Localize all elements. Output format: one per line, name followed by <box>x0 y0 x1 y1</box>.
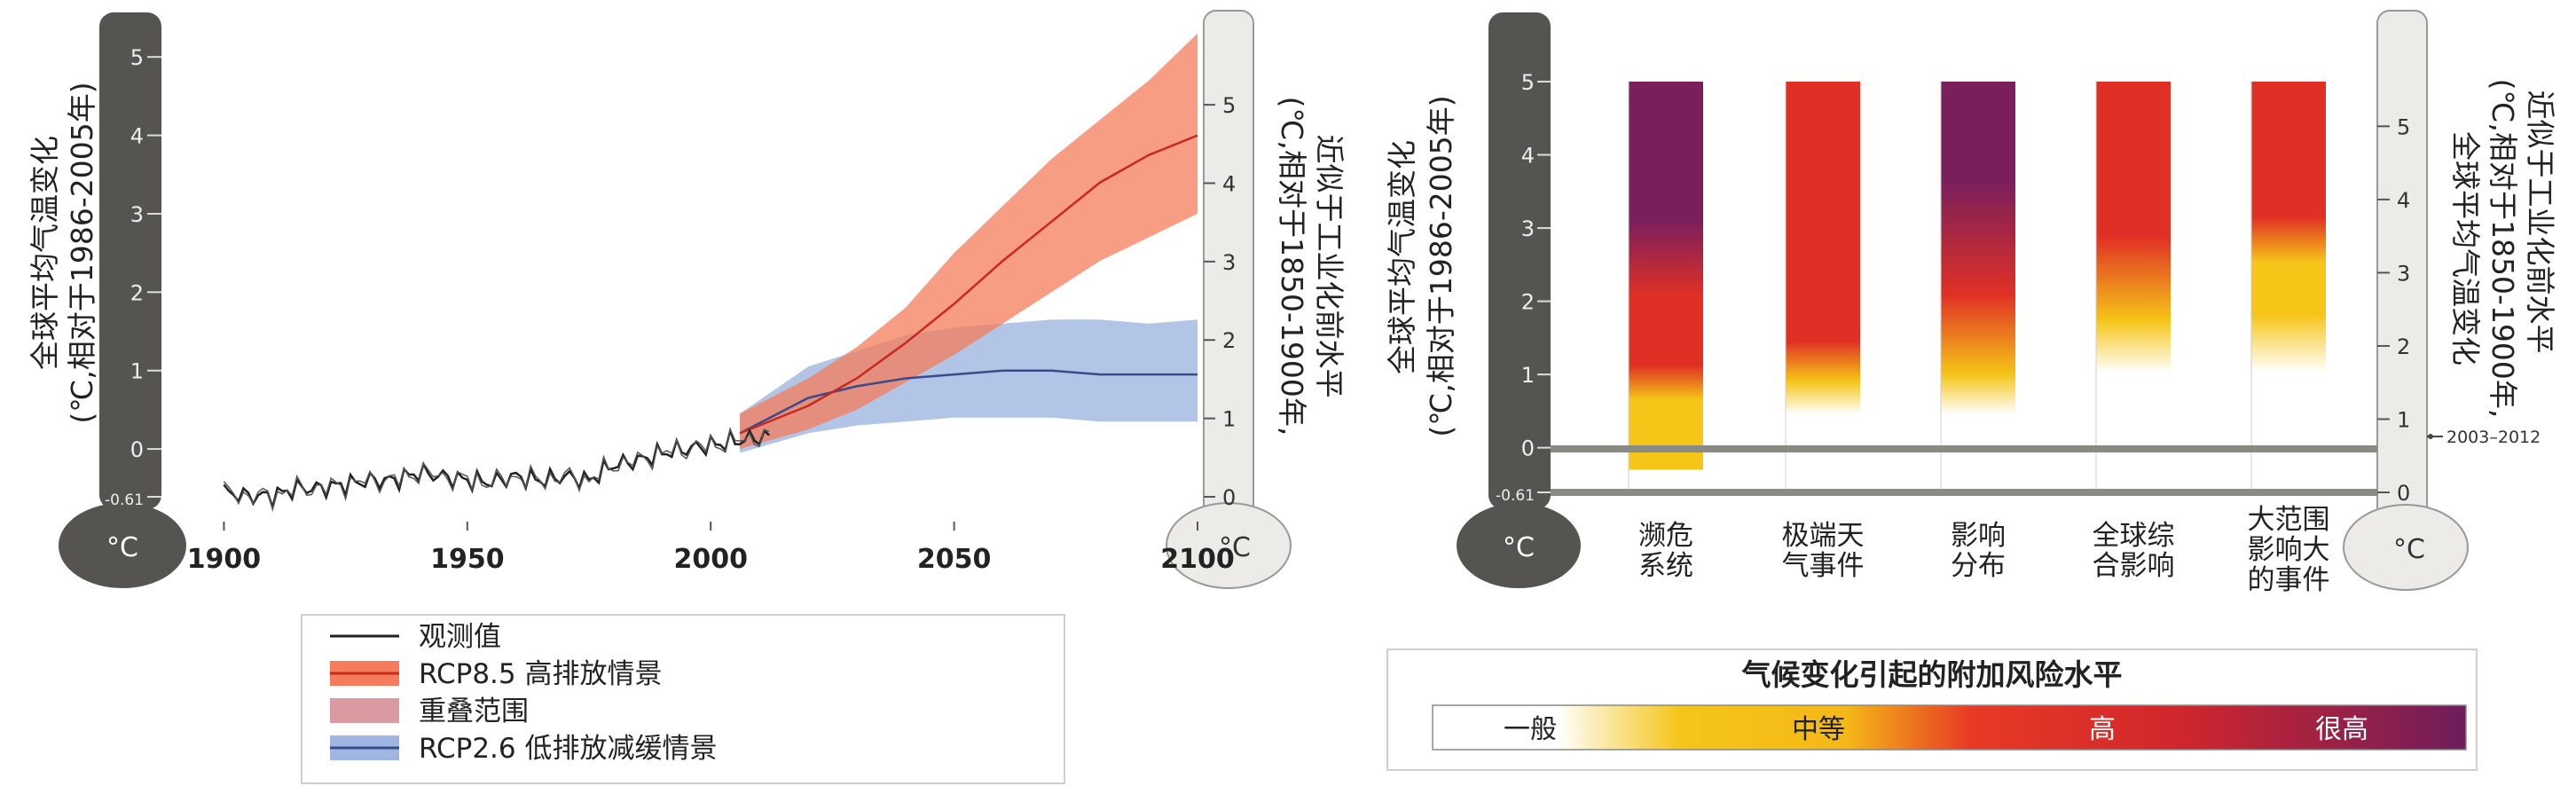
legend-swatch <box>330 698 399 723</box>
right-y2label-line3: 近似于工业化前水平 <box>2523 90 2557 354</box>
risk-bar <box>1786 82 1860 455</box>
x-tick-label: 2000 <box>673 544 748 575</box>
y-tick-label: 2 <box>1521 290 1535 315</box>
rcp85-range-band <box>740 33 1198 450</box>
y2-tick-label: 0 <box>2397 481 2410 506</box>
category-label: 气事件 <box>1782 550 1865 582</box>
right-y2label-line2: (℃,相对于1850-1900年, <box>2486 79 2520 419</box>
risk-bar <box>1941 82 2015 455</box>
risk-level-label: 一般 <box>1504 714 1557 745</box>
thermo-unit-label: °C <box>106 532 138 563</box>
legend-label: RCP8.5 高排放情景 <box>419 658 663 690</box>
observed-line-2 <box>223 427 770 513</box>
x-tick-label: 1950 <box>430 544 505 575</box>
legend-label: 重叠范围 <box>419 696 529 727</box>
y-tick-label: 0 <box>130 437 144 462</box>
y2-tick-label: 1 <box>2397 407 2410 432</box>
reference-band-minus <box>1551 489 2377 496</box>
category-label: 分布 <box>1951 550 2006 582</box>
category-label: 影响 <box>1951 520 2006 552</box>
y-tick-label: 4 <box>130 124 144 149</box>
legend-label: 观测值 <box>419 621 501 653</box>
right-ylabel-line1: 全球平均气温变化 <box>1385 140 1419 374</box>
x-tick-label: 1900 <box>187 544 262 575</box>
y-tick-label: 4 <box>1521 144 1535 169</box>
legend-label: RCP2.6 低排放减缓情景 <box>419 733 718 765</box>
risk-bar <box>2251 82 2326 444</box>
x-tick-label: 2100 <box>1160 544 1235 575</box>
marker-label: 2003–2012 <box>2446 428 2541 447</box>
y2-tick-label: 3 <box>1222 250 1236 275</box>
risk-legend-title: 气候变化引起的附加风险水平 <box>1742 657 2123 692</box>
reference-band-zero <box>1551 445 2377 452</box>
category-label: 的事件 <box>2248 564 2330 596</box>
risk-bar <box>2096 82 2171 444</box>
y-tick-label: 0 <box>1521 436 1535 461</box>
category-label: 影响大 <box>2248 534 2330 566</box>
right-thermometer-light: °C 5 4 3 2 1 0 <box>2343 10 2469 591</box>
y2-tick-label: 5 <box>2397 114 2410 139</box>
y2-tick-label: 2 <box>1222 328 1236 353</box>
left-y2label-line1: (℃,相对于1850-1900年, <box>1275 97 1309 436</box>
x-tick-label: 2050 <box>917 544 992 575</box>
left-x-axis: 1900 1950 2000 2050 2100 <box>187 522 1235 575</box>
left-panel: 全球平均气温变化 (℃,相对于1986-2005年) °C 5 4 3 2 1 0 -0.6… <box>27 10 1347 784</box>
right-panel: 全球平均气温变化 (℃,相对于1986-2005年) °C 5 4 3 2 1 0 -0.6… <box>1385 10 2557 771</box>
y2-tick-label: 1 <box>1222 407 1236 432</box>
category-label: 合影响 <box>2093 550 2175 582</box>
category-label: 全球综 <box>2093 520 2175 552</box>
risk-legend: 气候变化引起的附加风险水平 一般 中等 高 很高 <box>1386 649 2478 771</box>
y-tick-label: -0.61 <box>1496 487 1535 505</box>
y2-tick-label: 2 <box>2397 334 2410 359</box>
risk-bar <box>1629 82 1703 470</box>
left-y2label-line2: 近似于工业化前水平 <box>1312 135 1347 398</box>
category-label: 极端天 <box>1782 520 1865 552</box>
risk-level-label: 高 <box>2089 714 2116 745</box>
left-thermometer-dark: °C 5 4 3 2 1 0 -0.61 <box>59 12 186 588</box>
y-tick-label: 1 <box>1521 363 1535 388</box>
y2-tick-label: 5 <box>1222 93 1236 118</box>
risk-level-label: 很高 <box>2315 714 2368 745</box>
left-ylabel-line1: 全球平均气温变化 <box>27 136 62 370</box>
thermo-unit-label-right: °C <box>1219 532 1251 563</box>
right-thermometer-dark: °C 5 4 3 2 1 0 -0.61 <box>1457 12 1581 588</box>
y-tick-label: 5 <box>1521 70 1535 95</box>
left-plot-area <box>223 33 1198 513</box>
right-y2label-line1: 全球平均气温变化 <box>2448 131 2483 366</box>
category-label: 濒危 <box>1638 520 1693 552</box>
y-tick-label: -0.61 <box>105 491 144 509</box>
y2-tick-label: 4 <box>1222 171 1236 196</box>
right-ylabel-line2: (℃,相对于1986-2005年) <box>1424 95 1458 436</box>
rcp85-line <box>739 134 1198 435</box>
y2-tick-label: 0 <box>1222 485 1236 510</box>
y-tick-label: 5 <box>130 45 144 70</box>
thermo-unit-label-2r: °C <box>2393 534 2425 565</box>
y-tick-label: 3 <box>1521 216 1535 241</box>
thermo-unit-label-2: °C <box>1503 532 1535 563</box>
category-label: 系统 <box>1638 550 1693 582</box>
y-tick-label: 2 <box>130 280 144 305</box>
risk-bars <box>1628 82 2326 492</box>
y2-tick-label: 3 <box>2397 261 2410 286</box>
y2-tick-label: 4 <box>2397 188 2410 213</box>
risk-level-label: 中等 <box>1792 714 1845 745</box>
y-tick-label: 1 <box>130 359 144 384</box>
risk-gradient-bar <box>1432 704 2467 751</box>
left-ylabel-line2: (℃,相对于1986-2005年) <box>65 82 99 423</box>
marker-2003-2012: 2003–2012 <box>2427 428 2541 447</box>
category-label: 大范围 <box>2248 504 2330 536</box>
y-tick-label: 3 <box>130 202 144 227</box>
